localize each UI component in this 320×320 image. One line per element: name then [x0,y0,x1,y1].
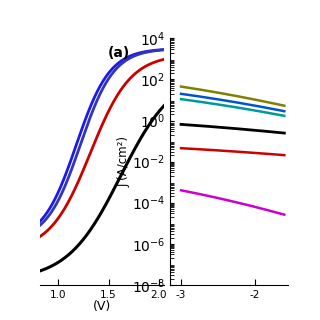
X-axis label: (V): (V) [93,300,111,313]
Text: (a): (a) [108,46,131,60]
Y-axis label: J (A/cm²): J (A/cm²) [117,136,130,187]
